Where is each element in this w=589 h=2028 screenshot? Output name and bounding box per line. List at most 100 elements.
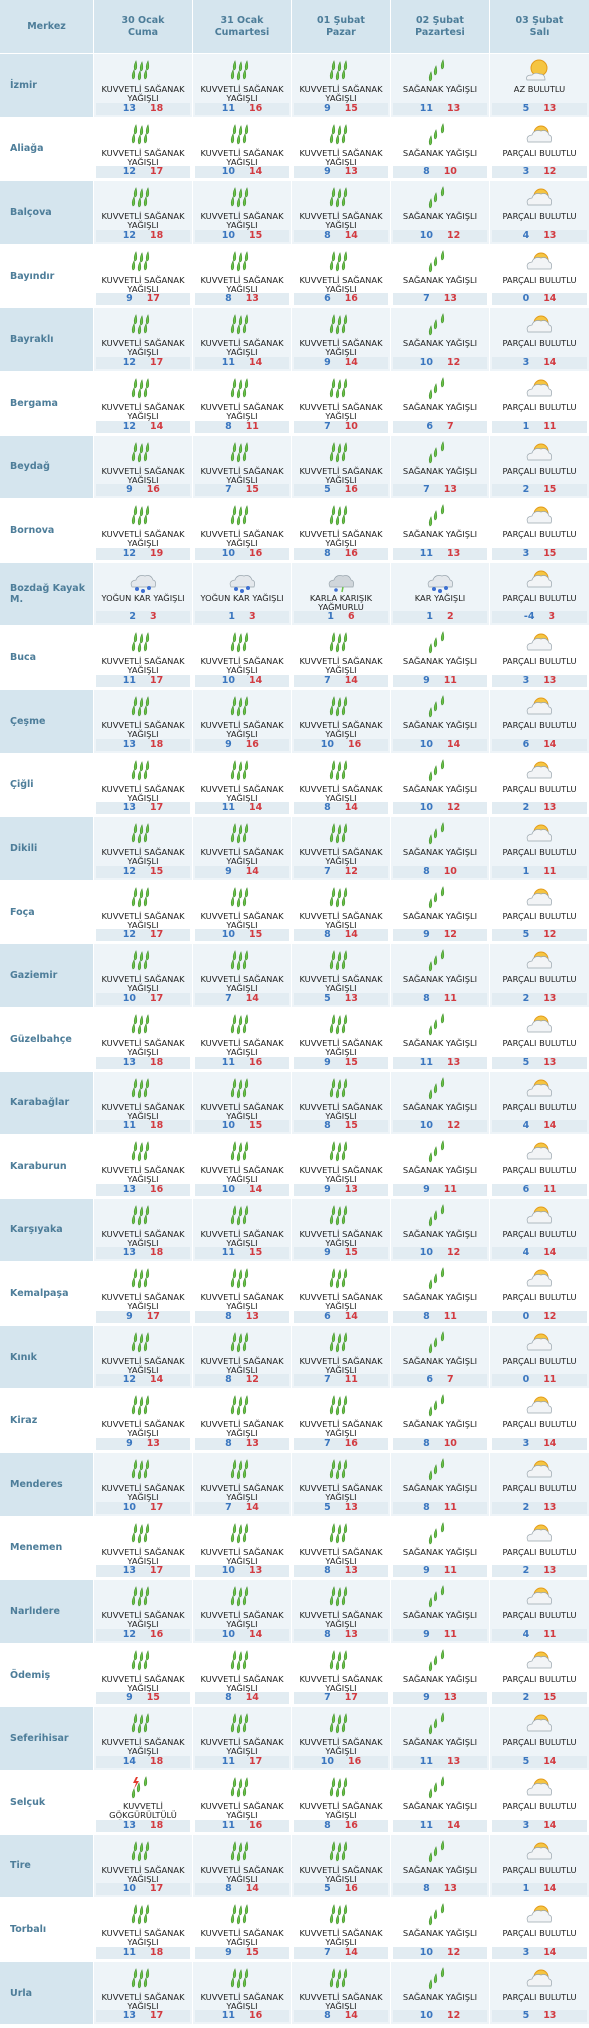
forecast-cell: PARÇALI BULUTLU 4 14: [490, 1198, 589, 1263]
condition: SAĞANAK YAĞIŞLI: [402, 465, 478, 476]
condition: KUVVETLİ SAĞANAK YAĞIŞLI: [299, 1673, 383, 1693]
min-temp: 14: [122, 1756, 136, 1768]
weather-icon: [428, 122, 445, 145]
temperatures: 5 13: [492, 2010, 587, 2023]
weather-icon: [230, 60, 249, 81]
weather-icon: [230, 123, 249, 144]
condition: PARÇALI BULUTLU: [502, 719, 577, 730]
min-temp: 10: [320, 738, 334, 750]
temperatures: 10 12: [393, 1120, 487, 1133]
min-temp: 11: [122, 674, 136, 686]
weather-icon: [329, 441, 348, 462]
condition: SAĞANAK YAĞIŞLI: [402, 1610, 478, 1621]
min-temp: 13: [122, 2010, 136, 2022]
min-temp: 1: [228, 611, 235, 623]
temperatures: 11 17: [96, 674, 190, 687]
max-temp: 13: [344, 1501, 358, 1513]
condition: PARÇALI BULUTLU: [502, 1483, 577, 1494]
min-temp: 9: [126, 1438, 133, 1450]
max-temp: 11: [443, 1183, 457, 1195]
weather-icon: [428, 249, 445, 273]
min-temp: 8: [423, 992, 430, 1004]
weather-icon: [230, 1014, 249, 1035]
condition: KUVVETLİ SAĞANAK YAĞIŞLI: [101, 1101, 185, 1121]
min-temp: 7: [324, 420, 331, 432]
max-temp: 11: [443, 674, 457, 686]
forecast-cell: PARÇALI BULUTLU 3 14: [490, 308, 589, 372]
station-name: Urla: [0, 1961, 94, 2026]
forecast-cell: KUVVETLİ SAĞANAK YAĞIŞLI 9 16: [94, 435, 193, 500]
temperatures: 7 14: [195, 1501, 289, 1514]
forecast-cell: KUVVETLİ SAĞANAK YAĞIŞLI 7 10: [292, 371, 391, 436]
min-temp: 4: [522, 1628, 530, 1640]
forecast-cell: KUVVETLİ SAĞANAK YAĞIŞLI 7 14: [292, 1898, 391, 1962]
condition: YOĞUN KAR YAĞIŞLI: [200, 592, 284, 603]
forecast-cell: KUVVETLİ SAĞANAK YAĞIŞLI 10 17: [94, 944, 193, 1008]
forecast-cell: KUVVETLİ SAĞANAK YAĞIŞLI 10 13: [193, 1516, 292, 1581]
station-name: Çeşme: [0, 689, 94, 754]
weather-icon: [329, 632, 348, 653]
max-temp: 16: [348, 1756, 362, 1768]
temperatures: 5 16: [294, 484, 388, 497]
min-temp: 8: [225, 293, 232, 305]
condition: KUVVETLİ SAĞANAK YAĞIŞLI: [101, 338, 185, 358]
forecast-cell: KUVVETLİ SAĞANAK YAĞIŞLI 10 16: [193, 499, 292, 563]
min-temp: 8: [225, 420, 232, 432]
forecast-cell: SAĞANAK YAĞIŞLI 10 12: [391, 181, 490, 245]
weather-icon: [329, 1268, 348, 1289]
temperatures: 8 11: [393, 992, 487, 1005]
condition: SAĞANAK YAĞIŞLI: [402, 719, 478, 730]
forecast-cell: PARÇALI BULUTLU -4 3: [490, 562, 589, 627]
min-temp: 10: [221, 1120, 235, 1132]
max-temp: 15: [245, 484, 259, 496]
max-temp: 12: [543, 1310, 557, 1322]
condition: PARÇALI BULUTLU: [502, 1864, 577, 1875]
temperatures: 7 12: [294, 865, 388, 878]
forecast-cell: SAĞANAK YAĞIŞLI 9 12: [391, 880, 490, 945]
temperatures: 3 14: [492, 356, 587, 369]
forecast-cell: YOĞUN KAR YAĞIŞLI 1 3: [193, 562, 292, 627]
station-row: Menemen KUVVETLİ SAĞANAK YAĞIŞLI 13 17 KUVVE…: [0, 1516, 589, 1581]
min-temp: 8: [423, 166, 430, 178]
min-temp: 0: [522, 1310, 530, 1322]
min-temp: 8: [423, 1438, 430, 1450]
min-temp: 5: [324, 484, 331, 496]
temperatures: 10 14: [195, 1183, 289, 1196]
min-temp: 1: [426, 611, 433, 623]
weather-icon: [230, 187, 249, 208]
station-row: Bergama KUVVETLİ SAĞANAK YAĞIŞLI 12 14 KUVVE…: [0, 371, 589, 436]
min-temp: 9: [423, 1183, 430, 1195]
min-temp: 13: [122, 1565, 136, 1577]
min-temp: 8: [324, 929, 331, 941]
temperatures: 10 12: [393, 802, 487, 815]
forecast-cell: KUVVETLİ SAĞANAK YAĞIŞLI 9 14: [193, 817, 292, 881]
max-temp: 15: [150, 865, 164, 877]
max-temp: 13: [344, 1565, 358, 1577]
min-temp: -4: [523, 611, 535, 623]
station-row: Karabağlar KUVVETLİ SAĞANAK YAĞIŞLI 11 18 KU…: [0, 1071, 589, 1136]
min-temp: 9: [423, 1565, 430, 1577]
min-temp: 11: [419, 1756, 433, 1768]
condition: KUVVETLİ SAĞANAK YAĞIŞLI: [299, 1546, 383, 1566]
station-row: Kınık KUVVETLİ SAĞANAK YAĞIŞLI 12 14 KUVVETL…: [0, 1325, 589, 1390]
condition: KUVVETLİ SAĞANAK YAĞIŞLI: [200, 1801, 284, 1821]
min-temp: 10: [221, 1628, 235, 1640]
max-temp: 12: [447, 1247, 461, 1259]
max-temp: 15: [344, 102, 358, 114]
min-temp: 9: [324, 166, 331, 178]
station-name: Menemen: [0, 1516, 94, 1581]
weather-icon: [526, 1651, 552, 1669]
condition: KUVVETLİ SAĞANAK YAĞIŞLI: [101, 847, 185, 867]
condition: SAĞANAK YAĞIŞLI: [402, 1355, 478, 1366]
min-temp: 6: [324, 293, 331, 305]
min-temp: 9: [324, 1183, 331, 1195]
max-temp: 11: [543, 1628, 557, 1640]
max-temp: 18: [150, 1056, 164, 1068]
weather-icon: [329, 886, 348, 908]
max-temp: 13: [543, 229, 557, 241]
min-temp: 9: [423, 1692, 430, 1704]
condition: KUVVETLİ SAĞANAK YAĞIŞLI: [101, 1864, 185, 1884]
max-temp: 13: [447, 1056, 461, 1068]
